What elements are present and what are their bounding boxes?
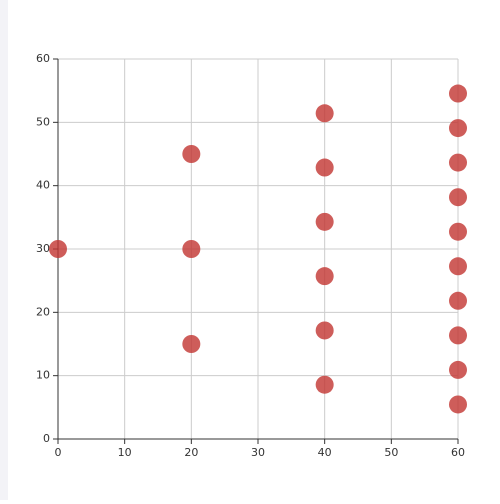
point — [315, 212, 334, 231]
point — [49, 240, 67, 258]
point — [315, 375, 334, 394]
point — [449, 326, 467, 345]
y-tick-label: 10 — [36, 369, 50, 382]
x-tick-label: 60 — [451, 446, 465, 459]
side-strip — [0, 0, 8, 500]
x-tick-label: 20 — [184, 446, 198, 459]
point — [182, 145, 201, 163]
point — [315, 158, 334, 177]
x-tick-label: 0 — [55, 446, 62, 459]
point — [315, 321, 334, 340]
y-tick-label: 30 — [36, 242, 50, 255]
y-tick-label: 0 — [43, 432, 50, 445]
point — [182, 240, 201, 258]
y-tick-label: 50 — [36, 115, 50, 128]
point — [449, 222, 467, 241]
x-tick-label: 50 — [384, 446, 398, 459]
point — [449, 153, 467, 172]
y-tick-label: 40 — [36, 179, 50, 192]
card — [8, 0, 500, 500]
x-tick-label: 30 — [251, 446, 265, 459]
point — [449, 395, 467, 414]
point — [449, 257, 467, 276]
point — [449, 188, 467, 207]
x-tick-label: 40 — [318, 446, 332, 459]
point — [315, 104, 334, 123]
point — [449, 119, 467, 138]
y-tick-label: 20 — [36, 305, 50, 318]
point — [449, 84, 467, 103]
point — [449, 291, 467, 310]
point — [182, 335, 201, 353]
point — [449, 360, 467, 379]
x-tick-label: 10 — [118, 446, 132, 459]
y-tick-label: 60 — [36, 52, 50, 65]
point — [315, 267, 334, 286]
